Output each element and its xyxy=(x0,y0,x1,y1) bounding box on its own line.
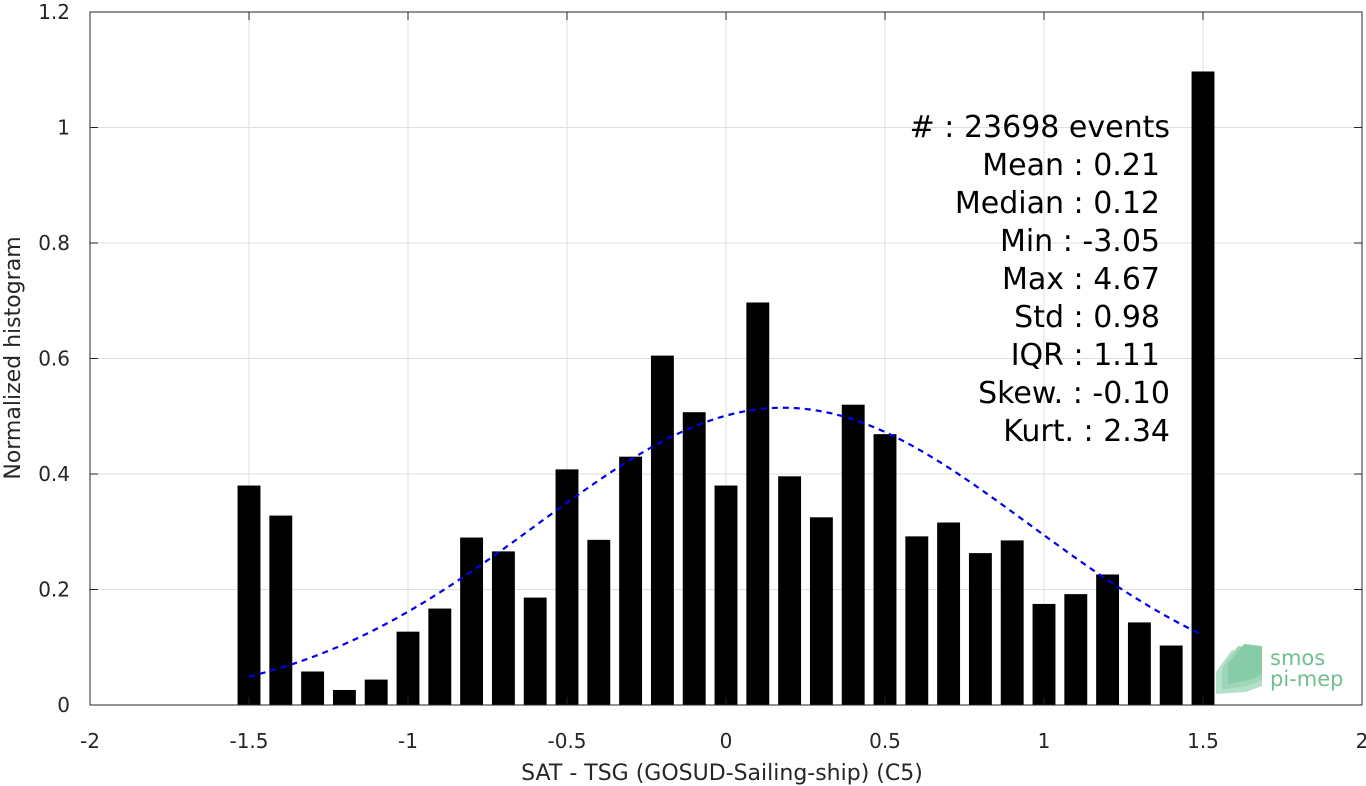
histogram-bar-10 xyxy=(555,469,579,705)
stat-line-1: Mean : 0.21 xyxy=(982,148,1160,183)
histogram-bar-17 xyxy=(778,476,802,705)
histogram-bar-12 xyxy=(619,456,643,705)
histogram-bar-14 xyxy=(682,412,706,705)
histogram-bar-18 xyxy=(809,517,833,705)
y-tick-label-5: 1 xyxy=(57,116,70,140)
histogram-bar-27 xyxy=(1096,574,1120,705)
histogram-bar-19 xyxy=(841,404,865,705)
y-axis-label: Normalized histogram xyxy=(1,236,26,479)
x-tick-label-0: -2 xyxy=(80,729,100,753)
histogram-bar-24 xyxy=(1000,540,1024,705)
smos-pi-mep-logo: smos pi-mep xyxy=(1216,644,1343,694)
stat-line-0: # : 23698 events xyxy=(910,110,1170,145)
stat-line-4: Max : 4.67 xyxy=(1002,262,1160,297)
histogram-bar-22 xyxy=(937,522,961,705)
histogram-bar-3 xyxy=(332,689,356,705)
histogram-bar-20 xyxy=(873,434,897,705)
x-tick-label-5: 0.5 xyxy=(869,729,901,753)
y-tick-label-6: 1.2 xyxy=(38,0,70,24)
y-tick-label-1: 0.2 xyxy=(38,578,70,602)
logo-line-2: pi-mep xyxy=(1270,667,1343,691)
x-tick-label-1: -1.5 xyxy=(229,729,268,753)
x-tick-label-8: 2 xyxy=(1356,729,1366,753)
histogram-bar-16 xyxy=(746,302,770,705)
histogram-bar-26 xyxy=(1064,594,1088,705)
histogram-bars xyxy=(237,71,1215,706)
histogram-bar-7 xyxy=(460,537,484,705)
histogram-bar-0 xyxy=(237,485,261,705)
y-tick-label-2: 0.4 xyxy=(38,462,70,486)
stat-line-5: Std : 0.98 xyxy=(1014,300,1160,335)
histogram-bar-28 xyxy=(1127,622,1151,705)
histogram-bar-6 xyxy=(428,608,452,705)
histogram-bar-13 xyxy=(650,355,674,705)
y-tick-label-0: 0 xyxy=(57,693,70,717)
logo-line-1: smos xyxy=(1270,646,1325,670)
histogram-bar-2 xyxy=(301,671,325,705)
histogram-bar-23 xyxy=(968,553,992,705)
stat-line-6: IQR : 1.11 xyxy=(1011,338,1160,373)
x-tick-label-2: -1 xyxy=(398,729,418,753)
y-tick-label-3: 0.6 xyxy=(38,347,70,371)
histogram-bar-11 xyxy=(587,539,611,705)
axis-ticks: -2 -1.5 -1 -0.5 0 0.5 1 1.5 2 0 0.2 0.4 0.6 0.8 1 1.2 xyxy=(38,0,1366,753)
x-tick-label-3: -0.5 xyxy=(547,729,586,753)
histogram-bar-25 xyxy=(1032,603,1056,705)
x-tick-label-6: 1 xyxy=(1038,729,1051,753)
histogram-bar-29 xyxy=(1159,645,1183,705)
histogram-bar-8 xyxy=(491,551,515,705)
stat-line-7: Skew. : -0.10 xyxy=(978,376,1170,411)
histogram-bar-30 xyxy=(1191,71,1215,706)
x-tick-label-4: 0 xyxy=(720,729,733,753)
x-tick-label-7: 1.5 xyxy=(1187,729,1219,753)
stat-line-2: Median : 0.12 xyxy=(955,186,1160,221)
histogram-bar-21 xyxy=(905,536,929,705)
stat-line-8: Kurt. : 2.34 xyxy=(1003,414,1170,449)
y-tick-label-4: 0.8 xyxy=(38,231,70,255)
histogram-bar-5 xyxy=(396,631,420,705)
x-axis-label: SAT - TSG (GOSUD-Sailing-ship) (C5) xyxy=(521,761,923,786)
histogram-bar-1 xyxy=(269,515,293,705)
histogram-bar-9 xyxy=(523,597,547,705)
logo-waves-icon xyxy=(1216,644,1262,694)
histogram-bar-15 xyxy=(714,485,738,705)
histogram-bar-4 xyxy=(364,679,388,705)
stat-line-3: Min : -3.05 xyxy=(1000,224,1160,259)
